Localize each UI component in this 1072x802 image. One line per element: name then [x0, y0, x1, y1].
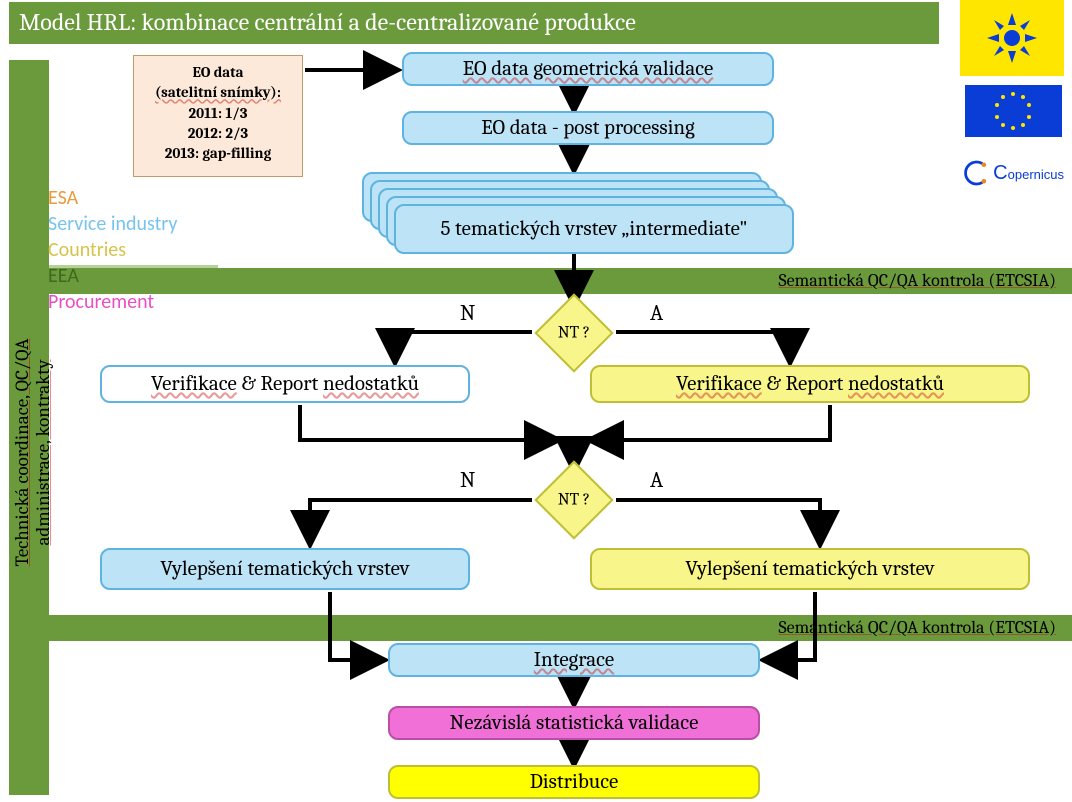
- title-rest: kombinace centrální a de-centralizované …: [142, 8, 636, 36]
- diamond2-a-label: A: [650, 467, 663, 493]
- diamond2-label: NT ?: [529, 491, 619, 510]
- decision-diamond-1: NT ?: [529, 298, 619, 368]
- box-improve-left-text: Vylepšení tematických vrstev: [160, 557, 409, 581]
- semantic-bar-2-text: Semantická QC/QA kontrola (ETCSIA): [779, 617, 1056, 638]
- vertical-text-line1: Technická coordinace, QC/QA: [11, 339, 33, 567]
- vertical-text-line2: administrace, kontrakty: [32, 360, 54, 546]
- title-bar: Model HRL: kombinace centrální a de-cent…: [9, 2, 939, 44]
- legend-proc: Procurement: [48, 289, 177, 315]
- vertical-text-block: Technická coordinace, QC/QA administrace…: [12, 315, 62, 590]
- box-post-text: EO data - post processing: [481, 116, 695, 140]
- diamond1-n-label: N: [460, 300, 475, 326]
- diamond2-n-label: N: [460, 467, 475, 493]
- box-integrace: Integrace: [388, 643, 760, 677]
- semantic-bar-2: Semantická QC/QA kontrola (ETCSIA): [48, 615, 1072, 641]
- box-post-processing: EO data - post processing: [402, 111, 774, 145]
- eu-flag-logo: [965, 85, 1062, 137]
- box-distribuce-text: Distribuce: [530, 770, 619, 794]
- diamond1-a-label: A: [650, 300, 663, 326]
- semantic-bar-1: Semantická QC/QA kontrola (ETCSIA): [48, 268, 1072, 294]
- copernicus-c: C: [993, 162, 1007, 184]
- box-distribuce: Distribuce: [388, 765, 760, 799]
- box-improve-right: Vylepšení tematických vrstev: [590, 548, 1030, 590]
- eo-line4: 2012: 2/3: [188, 124, 248, 142]
- box-improve-right-text: Vylepšení tematických vrstev: [685, 557, 934, 581]
- box-verif-right: Verifikace & Report nedostatků: [590, 365, 1030, 403]
- legend-service: Service industry: [48, 211, 177, 237]
- box-verif-left-text: Verifikace & Report nedostatků: [151, 372, 419, 396]
- title-prefix: Model HRL:: [19, 8, 142, 36]
- box-verif-left: Verifikace & Report nedostatků: [100, 365, 470, 403]
- box-nezavisla-text: Nezávislá statistická validace: [450, 711, 699, 735]
- copernicus-logo: Copernicus: [960, 143, 1064, 203]
- box-verif-right-text: Verifikace & Report nedostatků: [676, 372, 944, 396]
- diamond1-label: NT ?: [529, 324, 619, 343]
- legend-block: ESA Service industry Countries EEA Procu…: [48, 185, 177, 315]
- eo-line2: (satelitní snímky):: [155, 83, 281, 101]
- eo-line3: 2011: 1/3: [189, 104, 248, 122]
- eo-line5: 2013: gap-filling: [165, 144, 272, 162]
- box-integrace-text: Integrace: [534, 648, 614, 672]
- box-thematic-text: 5 tematických vrstev „intermediate": [440, 217, 747, 241]
- eo-data-box: EO data (satelitní snímky): 2011: 1/3 20…: [133, 55, 303, 177]
- semantic-bar-1-text: Semantická QC/QA kontrola (ETCSIA): [779, 270, 1056, 291]
- decision-diamond-2: NT ?: [529, 465, 619, 535]
- slide-canvas: Model HRL: kombinace centrální a de-cent…: [0, 0, 1072, 802]
- box-thematic-layers: 5 tematických vrstev „intermediate": [394, 204, 794, 254]
- box-nezavisla: Nezávislá statistická validace: [388, 706, 760, 740]
- jrc-sun-logo: [960, 0, 1064, 76]
- legend-countries: Countries: [48, 237, 177, 263]
- box-geom-validace: EO data geometrická validace: [402, 52, 774, 86]
- legend-eea: EEA: [48, 264, 79, 288]
- box-improve-left: Vylepšení tematických vrstev: [100, 548, 470, 590]
- eo-line1: EO data: [192, 63, 243, 81]
- box-geom-text: EO data geometrická validace: [463, 57, 714, 81]
- copernicus-rest: opernicus: [1008, 167, 1064, 182]
- legend-esa: ESA: [48, 185, 177, 211]
